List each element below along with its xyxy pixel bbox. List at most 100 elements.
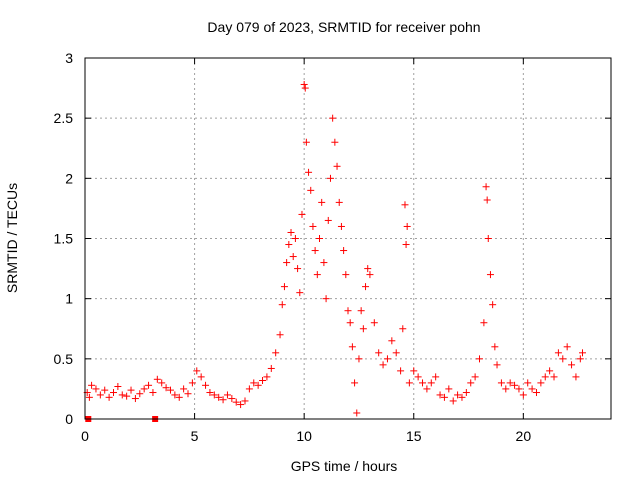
data-point <box>109 389 117 397</box>
data-point <box>482 183 490 191</box>
data-point <box>554 349 562 357</box>
data-point <box>511 381 519 389</box>
data-point <box>423 385 431 393</box>
data-point <box>331 138 339 146</box>
y-tick-label: 3 <box>65 50 73 66</box>
data-point <box>105 393 113 401</box>
data-point <box>480 319 488 327</box>
x-tick-label: 10 <box>296 428 312 444</box>
data-point <box>344 307 352 315</box>
data-point <box>383 355 391 363</box>
data-point <box>278 301 286 309</box>
data-point <box>476 355 483 363</box>
data-point <box>402 241 410 249</box>
data-point <box>432 373 440 381</box>
data-point <box>563 343 571 351</box>
data-point <box>388 337 396 345</box>
data-point <box>375 349 383 357</box>
data-point <box>210 391 218 399</box>
data-point <box>276 331 284 339</box>
data-point <box>370 319 378 327</box>
data-point <box>462 389 470 397</box>
data-point <box>245 385 253 393</box>
data-point <box>550 373 558 381</box>
data-point <box>223 391 231 399</box>
data-point <box>445 385 453 393</box>
data-point <box>188 379 196 387</box>
data-point <box>519 391 527 399</box>
data-point <box>101 386 109 394</box>
data-points <box>83 80 587 422</box>
data-point <box>320 259 328 267</box>
data-point <box>342 271 350 279</box>
data-point <box>180 385 188 393</box>
data-point <box>357 307 365 315</box>
data-point <box>313 271 321 279</box>
data-point <box>118 391 126 399</box>
y-tick-label: 2.5 <box>54 110 74 126</box>
data-point <box>579 349 587 357</box>
x-tick-label: 20 <box>516 428 532 444</box>
plot-frame <box>84 57 612 420</box>
data-point <box>324 216 332 224</box>
data-point <box>259 376 267 384</box>
x-tick-label: 5 <box>191 428 199 444</box>
data-point <box>506 379 514 387</box>
data-point <box>96 391 104 399</box>
data-point <box>136 390 144 398</box>
data-point <box>362 283 370 291</box>
data-point <box>316 235 324 242</box>
data-point <box>162 384 170 392</box>
data-point <box>364 265 372 273</box>
data-point <box>301 84 309 92</box>
data-point <box>346 319 354 327</box>
data-point <box>149 389 157 397</box>
data-point <box>471 373 479 381</box>
data-point <box>263 373 271 381</box>
data-point <box>311 247 319 255</box>
data-point <box>532 389 540 397</box>
data-point <box>131 395 139 403</box>
data-point <box>515 385 523 393</box>
data-point <box>486 271 494 279</box>
data-point <box>305 168 313 176</box>
data-point <box>206 389 214 397</box>
data-point <box>392 349 400 357</box>
data-point <box>403 222 411 230</box>
data-point <box>454 391 462 399</box>
data-point <box>202 381 210 389</box>
data-point <box>414 373 422 381</box>
axes: 0 5 10 15 20 0 0.5 1 1.5 2 2.5 3 <box>54 50 611 444</box>
data-point <box>193 367 201 375</box>
y-axis-label: SRMTID / TECUs <box>4 183 20 293</box>
data-point <box>351 379 359 387</box>
data-point <box>140 385 148 393</box>
data-point <box>329 114 337 122</box>
data-point <box>353 409 361 417</box>
data-point <box>228 395 236 403</box>
data-point <box>559 355 567 363</box>
data-point <box>337 222 345 230</box>
data-point <box>410 367 418 375</box>
data-point <box>123 392 131 400</box>
data-point <box>302 138 310 146</box>
data-point <box>576 355 584 363</box>
data-point <box>568 361 576 369</box>
data-point <box>449 397 457 405</box>
data-point <box>175 393 183 401</box>
data-point <box>215 393 223 401</box>
data-point <box>309 222 317 230</box>
data-point <box>241 397 249 405</box>
data-point <box>85 393 93 401</box>
x-tick-label: 15 <box>406 428 422 444</box>
data-point <box>546 367 554 375</box>
y-tick-label: 1 <box>65 291 73 307</box>
data-point <box>483 196 491 204</box>
data-point <box>267 364 275 372</box>
data-point <box>272 349 280 357</box>
data-point <box>440 393 448 401</box>
data-point <box>528 385 536 393</box>
data-point <box>333 162 341 170</box>
data-point <box>458 393 466 401</box>
data-point <box>153 375 161 383</box>
